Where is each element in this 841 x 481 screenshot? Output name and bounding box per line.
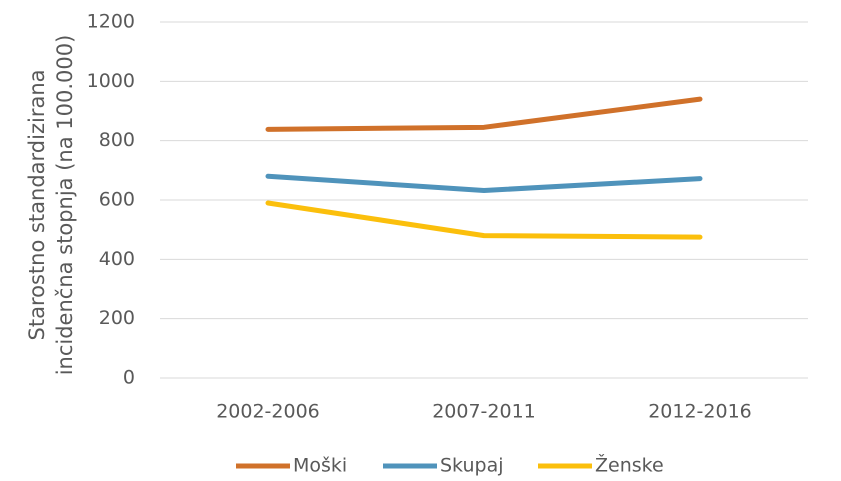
data-line <box>265 200 703 240</box>
y-tick-label: 1200 <box>87 11 135 33</box>
y-axis-title-line: Starostno standardizirana <box>25 70 49 341</box>
legend-label: Ženske <box>595 454 664 477</box>
y-tick-label: 200 <box>99 307 135 329</box>
y-axis-title: Starostno standardizirana incidenčna sto… <box>25 35 77 376</box>
y-tick-label: 400 <box>99 248 135 270</box>
y-tick-label: 600 <box>99 189 135 211</box>
x-tick-label: 2007-2011 <box>432 401 536 423</box>
y-axis-title-line: incidenčna stopnja (na 100.000) <box>53 35 77 376</box>
legend-label: Skupaj <box>440 455 504 477</box>
y-tick-label: 0 <box>123 367 135 389</box>
data-line <box>265 96 703 132</box>
legend-label: Moški <box>293 455 347 477</box>
y-tick-label: 1000 <box>87 70 135 92</box>
data-line <box>265 173 703 194</box>
x-tick-label: 2012-2016 <box>648 401 752 423</box>
x-tick-label: 2002-2006 <box>216 401 320 423</box>
y-tick-label: 800 <box>99 129 135 151</box>
